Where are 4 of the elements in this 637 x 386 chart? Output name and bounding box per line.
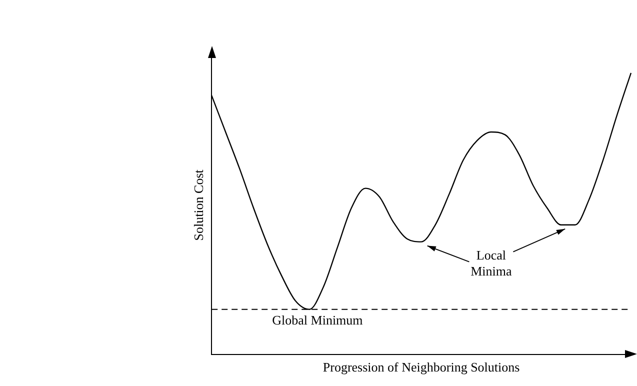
annotation: Local Minima (470, 248, 512, 279)
x-axis-title: Progression of Neighboring Solutions (322, 360, 520, 375)
y-axis-title: Solution Cost (191, 169, 206, 241)
ref-line-label: Global Minimum (272, 312, 363, 328)
